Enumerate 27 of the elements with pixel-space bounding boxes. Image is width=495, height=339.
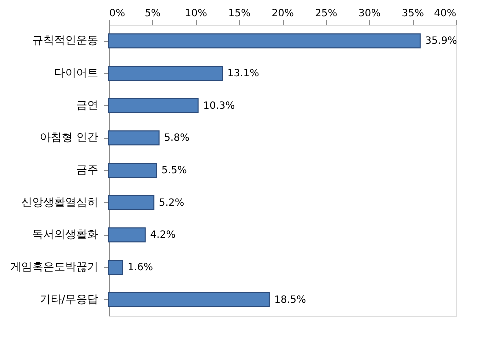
x-tick-label: 30% [358, 8, 381, 20]
data-label: 10.3% [203, 100, 236, 112]
y-tick-label: 규칙적인운동 [32, 34, 98, 48]
data-label: 5.8% [164, 133, 190, 144]
data-label: 5.5% [162, 166, 188, 176]
data-label: 1.6% [128, 262, 154, 274]
y-tick-label: 금연 [76, 98, 98, 112]
x-tick-label: 0% [110, 8, 126, 20]
data-label: 5.2% [159, 198, 185, 209]
y-tick-label: 다이어트 [54, 66, 98, 80]
x-tick-label: 10% [185, 8, 208, 20]
y-tick-label: 게임혹은도박끊기 [10, 260, 98, 274]
data-label: 18.5% [274, 294, 306, 306]
y-tick-label: 아침형 인간 [40, 131, 98, 144]
x-tick-label: 40% [434, 8, 456, 20]
x-tick-label: 35% [402, 8, 424, 20]
x-tick-label: 5% [144, 8, 161, 20]
x-tick-label: 25% [315, 8, 338, 20]
data-label: 13.1% [228, 68, 260, 80]
y-tick-label: 기타/무응답 [40, 292, 98, 306]
y-tick-label: 금주 [76, 164, 98, 176]
x-tick-label: 20% [272, 8, 294, 20]
x-tick-label: 15% [228, 8, 251, 20]
data-label: 35.9% [425, 36, 458, 48]
data-label: 4.2% [150, 230, 176, 242]
y-tick-label: 독서의생활화 [32, 228, 98, 242]
y-tick-label: 신앙생활열심히 [22, 196, 98, 209]
